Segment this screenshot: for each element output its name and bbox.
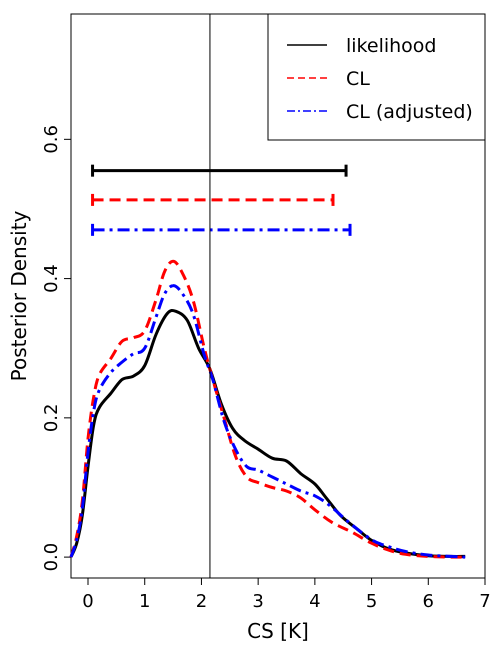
- x-tick-label: 4: [309, 591, 320, 612]
- y-tick-label: 0.0: [41, 543, 62, 572]
- x-tick-label: 2: [196, 591, 207, 612]
- legend-label-cl: CL: [346, 68, 370, 90]
- y-axis-title: Posterior Density: [7, 210, 31, 381]
- x-tick-label: 5: [366, 591, 377, 612]
- density-curve-cl-adjusted: [69, 284, 466, 559]
- legend-items: likelihood CL CL (adjusted): [287, 35, 473, 123]
- x-axis-title: CS [K]: [247, 619, 309, 643]
- legend-label-likelihood: likelihood: [346, 35, 436, 57]
- legend: likelihood CL CL (adjusted): [267, 13, 486, 141]
- x-tick-label: 0: [82, 591, 93, 612]
- y-tick-label: 0.4: [41, 264, 62, 293]
- y-tick-label: 0.2: [41, 404, 62, 433]
- series-layer: [69, 164, 466, 559]
- axis-ticks: 0 1 2 3 4 5 6 7 0.0 0.2 0.4 0.6: [41, 125, 491, 612]
- density-curve-cl: [69, 259, 466, 559]
- x-tick-label: 1: [139, 591, 150, 612]
- y-tick-label: 0.6: [41, 125, 62, 154]
- x-tick-label: 6: [423, 591, 434, 612]
- x-tick-label: 7: [479, 591, 490, 612]
- legend-box: [267, 13, 486, 141]
- density-curve-likelihood: [69, 308, 466, 558]
- legend-label-cl-adjusted: CL (adjusted): [346, 101, 473, 123]
- x-tick-label: 3: [252, 591, 263, 612]
